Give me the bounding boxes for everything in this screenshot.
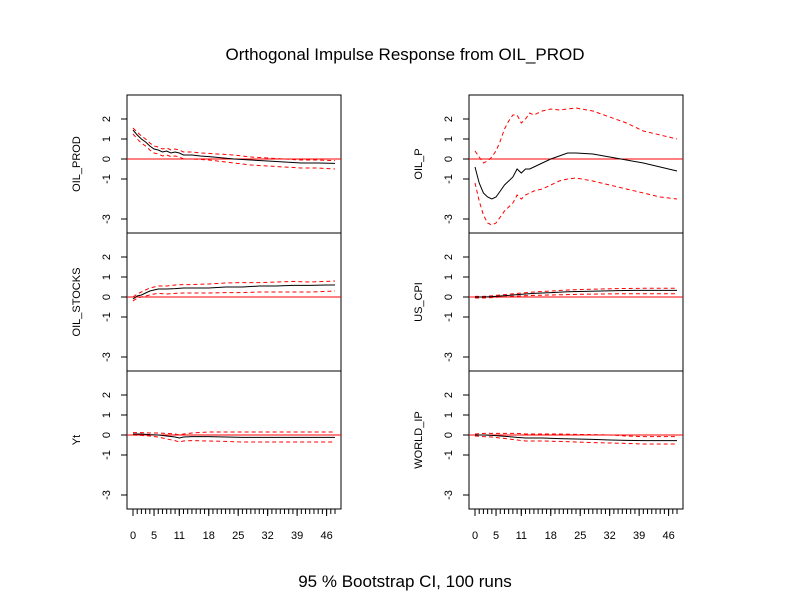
x-tick-label: 46	[320, 530, 332, 542]
y-tick-label: 2	[101, 254, 113, 260]
y-tick-label: 0	[443, 156, 455, 162]
ci-upper-line	[132, 280, 336, 298]
ci-lower-line	[474, 177, 678, 226]
y-tick-label: 0	[443, 294, 455, 300]
ci-upper-line	[474, 107, 678, 164]
panel-frame	[468, 232, 684, 372]
x-tick-label: 32	[604, 530, 616, 542]
y-tick-label: -1	[101, 174, 113, 184]
ci-lower-line	[475, 293, 677, 299]
y-tick-label: 1	[443, 136, 455, 142]
y-tick-label: -3	[443, 214, 455, 224]
y-tick-label: -3	[443, 490, 455, 500]
y-tick-label: 0	[101, 156, 113, 162]
y-tick-label: 1	[101, 136, 113, 142]
y-tick-label: 1	[443, 412, 455, 418]
response-line	[474, 152, 678, 200]
panel-us-cpi: -3 -1 0 1 2 US_CPI	[413, 232, 684, 372]
y-tick-label: -3	[101, 352, 113, 362]
y-tick-label: -1	[443, 450, 455, 460]
panel-ylabel: US_CPI	[413, 282, 425, 322]
x-tick-label: 5	[151, 530, 157, 542]
chart-caption: 95 % Bootstrap CI, 100 runs	[298, 572, 512, 591]
x-tick-label: 46	[662, 530, 674, 542]
panel-frame	[468, 94, 684, 234]
y-tick-label: -1	[443, 312, 455, 322]
panel-frame	[126, 370, 342, 510]
response-line	[132, 129, 336, 164]
panel-ylabel: WORLD_IP	[413, 411, 425, 468]
x-tick-label: 18	[203, 530, 215, 542]
panel-ylabel: OIL_STOCKS	[71, 268, 83, 337]
chart-title: Orthogonal Impulse Response from OIL_PRO…	[225, 45, 584, 64]
y-tick-label: 2	[443, 254, 455, 260]
ci-upper-line	[133, 431, 335, 436]
y-tick-label: 1	[101, 274, 113, 280]
y-tick-label: -3	[101, 214, 113, 224]
response-line	[133, 433, 335, 439]
panel-ylabel: OIL_P	[413, 148, 425, 179]
y-tick-label: 2	[101, 392, 113, 398]
y-tick-label: 0	[443, 432, 455, 438]
panel-world-ip: -3 -1 0 1 2 WORLD_IP 0 5 11 18 25 32 39 46	[413, 370, 684, 542]
x-tick-label: 39	[291, 530, 303, 542]
y-tick-label: 2	[443, 392, 455, 398]
panel-yt: -3 -1 0 1 2 Yt 0 5 11 18 25 32 39 46	[71, 370, 342, 542]
ci-upper-line	[475, 287, 677, 297]
ci-upper-line	[132, 127, 336, 162]
y-tick-label: 2	[101, 116, 113, 122]
y-tick-label: 1	[443, 274, 455, 280]
panel-frame	[468, 370, 684, 510]
x-tick-label: 18	[545, 530, 557, 542]
ci-upper-line	[474, 432, 677, 438]
response-line	[475, 434, 677, 442]
panel-oil-p: -3 -1 0 1 2 OIL_P	[413, 94, 684, 234]
y-tick-label: -1	[101, 312, 113, 322]
x-tick-label: 0	[130, 530, 136, 542]
panel-frame	[126, 94, 342, 234]
y-tick-label: 2	[443, 116, 455, 122]
y-tick-label: 1	[101, 412, 113, 418]
response-line	[475, 289, 677, 298]
ci-lower-line	[132, 133, 336, 170]
panel-ylabel: OIL_PROD	[71, 136, 83, 192]
panel-frame	[126, 232, 342, 372]
panel-ylabel: Yt	[71, 435, 83, 445]
x-tick-label: 5	[493, 530, 499, 542]
x-tick-label: 39	[633, 530, 645, 542]
y-tick-label: 0	[101, 432, 113, 438]
response-line	[132, 284, 335, 300]
x-tick-label: 25	[574, 530, 586, 542]
y-tick-label: -3	[443, 352, 455, 362]
x-tick-label: 25	[232, 530, 244, 542]
x-tick-label: 11	[174, 530, 185, 542]
x-tick-label: 11	[516, 530, 527, 542]
panel-oil-stocks: -3 -1 0 1 2 OIL_STOCKS	[71, 232, 342, 372]
y-tick-label: -1	[101, 450, 113, 460]
x-tick-label: 32	[262, 530, 274, 542]
ci-lower-line	[132, 290, 336, 302]
y-tick-label: 0	[101, 294, 113, 300]
y-tick-label: -3	[101, 490, 113, 500]
ci-lower-line	[474, 435, 677, 445]
ci-lower-line	[132, 434, 335, 443]
panels-group: -3 -1 0 1 2 OIL_PROD -3 -1 0 1 2 OIL_P -3 -1 0 1 2 OIL_ST…	[71, 94, 684, 542]
y-tick-label: -1	[443, 174, 455, 184]
x-tick-label: 0	[472, 530, 478, 542]
panel-oil-prod: -3 -1 0 1 2 OIL_PROD	[71, 94, 342, 234]
